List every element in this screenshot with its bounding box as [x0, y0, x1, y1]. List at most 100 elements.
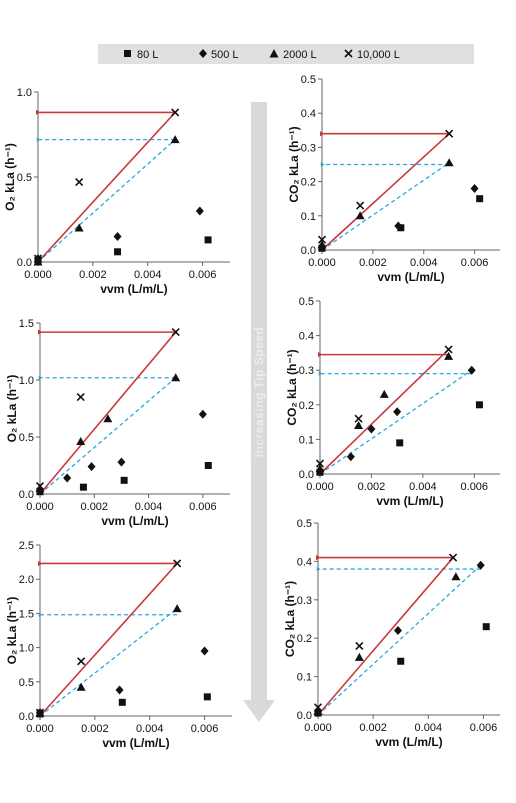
- data-point-triangle: [354, 652, 364, 661]
- y-tick-label: 0.1: [299, 434, 314, 446]
- data-point-square: [475, 401, 483, 409]
- series-square: [34, 236, 212, 264]
- data-point-triangle: [76, 682, 86, 691]
- y-tick-label: 0.4: [299, 331, 314, 343]
- data-point-diamond: [393, 407, 402, 417]
- data-point-triangle: [172, 604, 182, 613]
- red-trend-line: [37, 111, 176, 263]
- series-triangle: [317, 158, 454, 249]
- x-tick-label: 0.000: [308, 257, 336, 269]
- data-point-cross: [77, 657, 86, 666]
- y-tick-label: 0.0: [17, 257, 32, 269]
- chart-panel-o2-mid: 0.0 0.5 1.0 1.5 0.000 0.002 0.004 0.006 vvm (L/m…: [5, 318, 230, 528]
- y-tick-label: 1.5: [19, 608, 34, 620]
- series-cross: [313, 553, 458, 712]
- blue-trend-line: [39, 377, 177, 495]
- data-point-cross: [35, 708, 45, 717]
- data-point-diamond: [476, 560, 485, 570]
- x-tick-label: 0.004: [410, 257, 438, 269]
- data-point-diamond: [63, 473, 72, 483]
- data-point-triangle: [103, 414, 113, 423]
- data-point-square: [482, 623, 490, 631]
- x-axis-title: vvm (L/m/L): [100, 282, 167, 296]
- data-point-square: [118, 698, 126, 706]
- series-triangle: [315, 351, 454, 473]
- data-point-diamond: [195, 206, 204, 216]
- data-point-triangle: [76, 437, 86, 446]
- y-tick-label: 1.0: [17, 87, 32, 99]
- y-axis-title: CO₂ kLa (h⁻¹): [283, 581, 297, 657]
- banner-shaft: [251, 102, 267, 702]
- legend-item-500l: 500 L: [199, 49, 239, 61]
- chart-panel-o2-bot: 0.0 0.5 1.0 1.5 2.0 2.5 0.000 0.002 0.004 0.006 vv…: [5, 540, 232, 750]
- data-point-square: [396, 439, 404, 447]
- x-tick-label: 0.004: [409, 481, 437, 493]
- legend: 80 L 500 L 2000 L 10,000 L: [98, 44, 474, 64]
- chart-panel-o2-top: 0.0 0.5 1.0 0.000 0.002 0.004 0.006 vvm (L/m/L)…: [3, 87, 230, 296]
- series-square: [36, 693, 211, 718]
- data-point-triangle: [171, 373, 181, 382]
- data-point-square: [114, 248, 122, 256]
- chart-panel-co2-bot: 0.0 0.1 0.2 0.3 0.4 0.5 0.000 0.002 0.004 0.006 vv…: [283, 518, 500, 749]
- chart-panel-co2-mid: 0.0 0.1 0.2 0.3 0.4 0.5 0.000 0.002 0.004 0.006 vv…: [285, 296, 500, 508]
- data-point-triangle: [444, 351, 454, 360]
- y-tick-label: 0.5: [299, 296, 314, 308]
- data-point-diamond: [393, 626, 402, 636]
- data-point-triangle: [451, 572, 461, 581]
- y-tick-label: 0.2: [299, 400, 314, 412]
- y-tick-label: 0.2: [297, 633, 312, 645]
- triangle-marker-icon: [269, 49, 279, 58]
- data-point-diamond: [470, 183, 479, 193]
- x-tick-label: 0.000: [26, 501, 54, 513]
- y-tick-label: 0.3: [297, 595, 312, 607]
- data-point-cross: [354, 414, 363, 423]
- blue-trend-line: [321, 162, 450, 251]
- legend-item-2000l: 2000 L: [269, 49, 317, 61]
- x-tick-label: 0.006: [189, 501, 217, 513]
- legend-label: 10,000 L: [357, 49, 400, 61]
- blue-trend-line: [37, 139, 176, 263]
- x-tick-label: 0.002: [79, 269, 107, 281]
- series-cross: [317, 129, 454, 244]
- data-point-diamond: [367, 424, 376, 434]
- x-tick-label: 0.002: [359, 257, 387, 269]
- data-point-triangle: [35, 483, 45, 492]
- data-point-square: [203, 693, 211, 701]
- series-square: [318, 195, 484, 252]
- y-axis-title: O₂ kLa (h⁻¹): [5, 597, 19, 665]
- data-point-square: [476, 195, 484, 203]
- y-tick-label: 0.0: [299, 469, 314, 481]
- x-axis-title: vvm (L/m/L): [377, 270, 444, 284]
- data-point-cross: [33, 254, 43, 263]
- x-tick-label: 0.002: [81, 501, 109, 513]
- blue-trend-line: [319, 369, 473, 475]
- x-tick-label: 0.004: [134, 269, 162, 281]
- legend-background: [98, 44, 474, 64]
- cross-marker-icon: [344, 49, 353, 58]
- x-tick-label: 0.006: [191, 723, 219, 735]
- data-point-diamond: [87, 462, 96, 472]
- data-point-square: [204, 462, 212, 469]
- y-tick-label: 0.3: [301, 142, 316, 154]
- data-point-cross: [355, 641, 364, 650]
- data-point-square: [79, 483, 87, 491]
- data-point-cross: [444, 345, 453, 354]
- x-axis-title: vvm (L/m/L): [101, 514, 168, 528]
- y-tick-label: 2.0: [19, 574, 34, 586]
- x-tick-label: 0.000: [304, 722, 332, 734]
- series-diamond: [318, 183, 479, 252]
- x-tick-label: 0.006: [189, 269, 217, 281]
- x-tick-label: 0.006: [470, 722, 498, 734]
- y-tick-label: 1.5: [19, 318, 34, 330]
- red-trend-line: [319, 348, 450, 475]
- series-diamond: [36, 646, 209, 718]
- x-tick-label: 0.002: [358, 481, 386, 493]
- y-tick-label: 0.3: [299, 365, 314, 377]
- data-point-square: [120, 476, 128, 484]
- blue-trend-line: [317, 564, 482, 716]
- y-tick-label: 0.0: [301, 245, 316, 257]
- y-axis-title: CO₂ kLa (h⁻¹): [287, 126, 301, 202]
- x-tick-label: 0.004: [415, 722, 443, 734]
- series-diamond: [314, 560, 485, 716]
- data-point-diamond: [346, 452, 355, 462]
